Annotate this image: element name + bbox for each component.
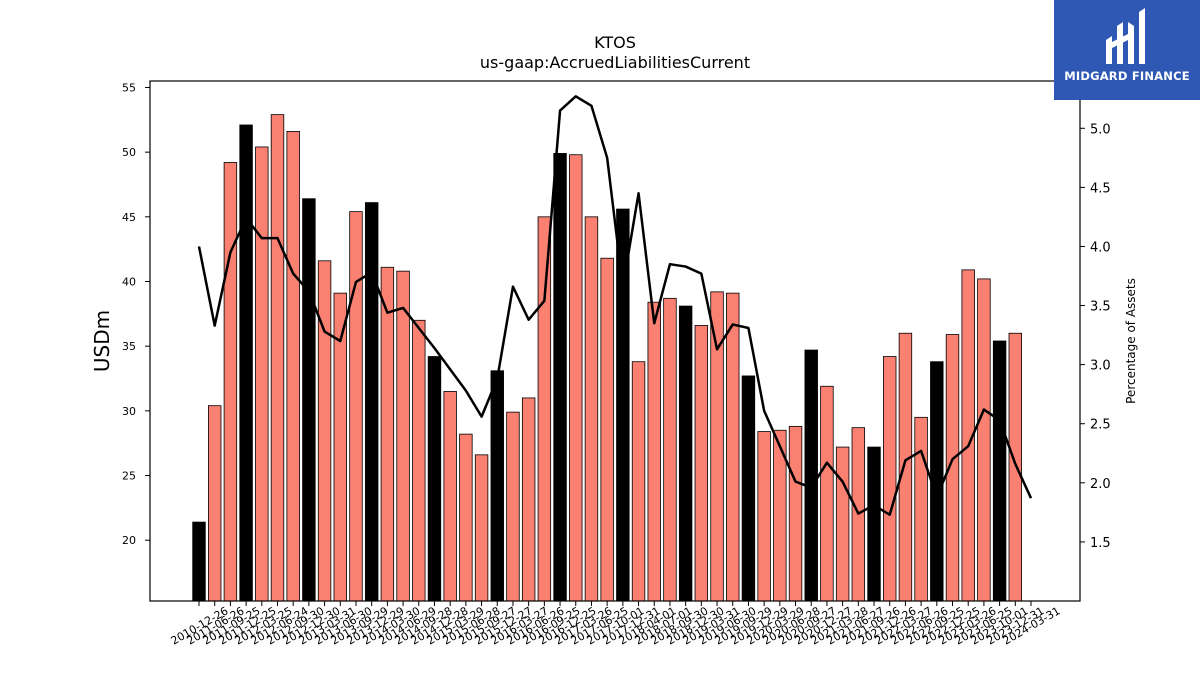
bar-2016-12-25 <box>569 154 583 602</box>
y-tick-label: 35 <box>122 340 136 353</box>
bar-2014-03-30 <box>396 270 410 602</box>
bar-2023-10-01 <box>992 340 1007 602</box>
bar-2019-06-30 <box>726 292 740 602</box>
y2-tick-label: 1.5 <box>1090 536 1111 551</box>
bar-2010-12-26 <box>192 521 206 602</box>
bar-2014-09-28 <box>427 356 442 602</box>
y-tick-label: 25 <box>122 470 136 483</box>
y2-tick-label: 3.5 <box>1090 300 1111 315</box>
chart-subtitle: us-gaap:AccruedLiabilitiesCurrent <box>480 53 750 72</box>
bar-2012-06-24 <box>286 131 300 602</box>
y-tick-label: 55 <box>122 81 136 94</box>
bar-2018-09-30 <box>678 305 693 602</box>
y2-tick-label: 4.5 <box>1090 181 1111 196</box>
bar-2011-09-25 <box>239 124 253 602</box>
y-axis-left: 20 25 30 35 40 45 50 55 <box>122 81 150 547</box>
bar-2022-06-26 <box>914 416 928 602</box>
bar-2023-06-25 <box>977 278 991 602</box>
y-tick-label: 45 <box>122 211 136 224</box>
bar-2017-06-25 <box>600 257 614 602</box>
x-axis: 2010-12-262011-06-262011-09-252011-12-25… <box>169 601 1063 648</box>
y-axis-label: USDm <box>90 310 114 372</box>
bar-2018-04-01 <box>647 301 661 602</box>
bar-2021-03-28 <box>835 446 850 602</box>
chart-title: KTOS <box>594 33 636 52</box>
bar-2019-12-29 <box>757 431 771 602</box>
bar-2014-06-29 <box>412 319 426 602</box>
bar-2023-12-31 <box>1008 332 1023 602</box>
bar-2012-03-25 <box>270 114 285 602</box>
y-tick-label: 20 <box>122 534 136 547</box>
bar-2016-06-26 <box>537 216 552 602</box>
bar-2013-06-30 <box>349 211 363 602</box>
bar-2017-03-26 <box>584 216 599 602</box>
bar-2020-09-27 <box>804 349 818 602</box>
brand-name: MIDGARD FINANCE <box>1064 69 1190 83</box>
y-axis-right: 1.5 2.0 2.5 3.0 3.5 4.0 4.5 5.0 <box>1080 122 1111 551</box>
y2-tick-label: 5.0 <box>1090 122 1111 137</box>
bar-series <box>192 114 1023 602</box>
bar-2015-03-29 <box>459 433 473 602</box>
bar-2021-12-26 <box>883 356 897 602</box>
bar-2012-12-30 <box>317 260 332 602</box>
bar-2015-06-28 <box>474 454 489 602</box>
bar-2018-07-01 <box>663 297 677 602</box>
y2-tick-label: 4.0 <box>1090 240 1111 255</box>
bar-2014-12-28 <box>443 391 457 602</box>
midgard-logo-icon <box>1106 8 1145 64</box>
y2-tick-label: 3.0 <box>1090 359 1111 374</box>
bar-2020-12-27 <box>820 385 834 602</box>
y-tick-label: 50 <box>122 146 136 159</box>
plot-frame <box>149 80 1081 602</box>
bar-2015-09-27 <box>490 370 504 602</box>
bar-2011-03-27 <box>207 405 222 602</box>
y-tick-label: 30 <box>122 405 136 418</box>
bar-2016-09-25 <box>553 153 567 602</box>
y-tick-label: 40 <box>122 275 136 288</box>
bar-2013-12-29 <box>380 266 395 602</box>
percentage-line-series <box>197 95 1033 516</box>
bar-2018-12-30 <box>694 325 709 602</box>
bar-2021-09-26 <box>867 446 881 602</box>
bar-2022-03-27 <box>898 332 913 602</box>
bar-2011-06-26 <box>223 162 238 602</box>
brand-logo: MIDGARD FINANCE <box>1054 0 1200 100</box>
y2-tick-label: 2.5 <box>1090 418 1111 433</box>
bar-2020-06-28 <box>788 425 803 602</box>
bar-2019-03-31 <box>710 291 724 602</box>
percentage-of-assets-line <box>197 95 1033 516</box>
bar-2017-12-31 <box>631 361 646 602</box>
bar-2011-12-25 <box>255 146 269 602</box>
bar-2015-12-27 <box>506 411 520 602</box>
bar-2012-09-30 <box>302 198 316 602</box>
y2-axis-label: Percentage of Assets <box>1124 278 1138 404</box>
bar-2013-09-29 <box>364 202 379 602</box>
bar-2019-09-29 <box>741 375 756 602</box>
bar-2016-03-27 <box>521 397 536 602</box>
y2-tick-label: 2.0 <box>1090 477 1111 492</box>
